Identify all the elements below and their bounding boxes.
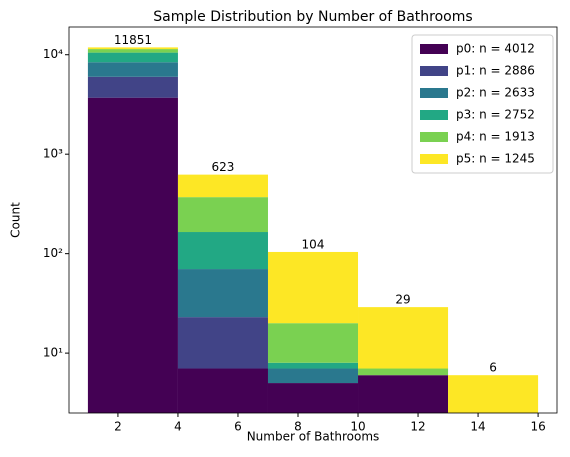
bar-segment [267, 251, 359, 324]
y-tick-label: 10¹ [43, 346, 63, 360]
bar-segment [87, 97, 178, 413]
bar-segment [87, 52, 178, 63]
x-tick-label: 12 [410, 420, 425, 434]
bar-segment [87, 47, 178, 50]
bar-segment [177, 174, 268, 198]
legend-swatch [420, 66, 448, 76]
legend-swatch [420, 110, 448, 120]
legend-label: p5: n = 1245 [456, 152, 535, 166]
y-tick-label: 10² [43, 246, 63, 260]
legend-swatch [420, 154, 448, 164]
legend-swatch [420, 88, 448, 98]
total-label: 623 [212, 160, 235, 174]
y-tick-label: 10³ [43, 147, 63, 161]
bar-segment [267, 383, 359, 413]
bar-segment [358, 307, 449, 369]
legend-label: p2: n = 2633 [456, 86, 535, 100]
x-tick-label: 8 [294, 420, 302, 434]
y-tick-label: 10⁴ [43, 47, 63, 61]
plot-frame [68, 26, 558, 414]
bar-segment [177, 269, 268, 318]
bar-segment [87, 76, 178, 98]
bar-segment [177, 232, 268, 270]
x-tick-label: 6 [234, 420, 242, 434]
legend-label: p1: n = 2886 [456, 64, 535, 78]
legend-swatch [420, 132, 448, 142]
x-tick-label: 16 [530, 420, 545, 434]
total-label: 6 [489, 361, 497, 375]
legend: p0: n = 4012 p1: n = 2886 p2: n = 2633 p3: … [411, 34, 554, 174]
x-axis-label: Number of Bathrooms [247, 430, 380, 444]
bar-segment [358, 368, 449, 376]
bar-segment [87, 49, 178, 53]
legend-swatch [420, 44, 448, 54]
total-label: 11851 [114, 33, 152, 47]
bar-segment [177, 368, 268, 413]
y-axis-label: Count [9, 202, 23, 238]
legend-label: p0: n = 4012 [456, 42, 535, 56]
bar-segment [358, 375, 449, 413]
chart-title: Sample Distribution by Number of Bathroo… [153, 9, 472, 25]
bar-segment [448, 375, 539, 413]
bar-segment [177, 317, 268, 369]
bar-segment [267, 362, 359, 369]
bar-segment [267, 368, 359, 384]
x-tick-label: 10 [350, 420, 365, 434]
x-tick-label: 14 [470, 420, 485, 434]
total-label: 104 [302, 237, 325, 251]
bar-segment [267, 323, 359, 363]
x-tick-label: 4 [174, 420, 182, 434]
legend-label: p4: n = 1913 [456, 130, 535, 144]
legend-label: p3: n = 2752 [456, 108, 535, 122]
x-tick-label: 2 [114, 420, 122, 434]
bar-segment [87, 62, 178, 77]
total-label: 29 [395, 293, 410, 307]
bar-segment [177, 197, 268, 233]
